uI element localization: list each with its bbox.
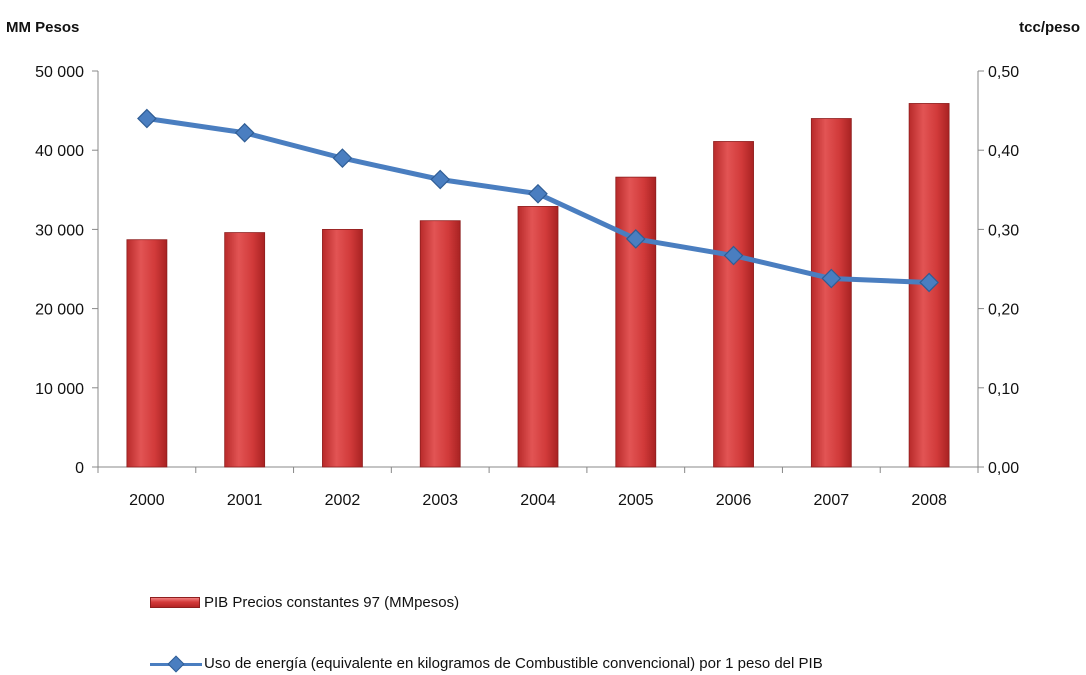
right-tick-label: 0,50	[988, 64, 1019, 81]
x-tick-label: 2002	[325, 492, 361, 509]
x-tick-label: 2005	[618, 492, 654, 509]
bar	[322, 228, 363, 468]
line-point	[234, 122, 255, 143]
left-axis-title: MM Pesos	[6, 19, 79, 36]
left-tick-label: 50 000	[35, 64, 84, 81]
bar	[713, 141, 754, 468]
bar	[810, 118, 852, 468]
x-tick-label: 2000	[129, 492, 165, 509]
left-tick-label: 10 000	[35, 381, 84, 398]
legend-line-swatch	[150, 655, 202, 672]
line-point	[625, 229, 646, 249]
line-point	[528, 183, 548, 204]
x-tick-label: 2008	[911, 492, 947, 509]
line-point	[723, 245, 744, 266]
line-point	[821, 268, 842, 289]
x-tick-label: 2004	[520, 492, 556, 509]
line-point	[430, 169, 451, 190]
line-point	[919, 272, 939, 293]
right-tick-label: 0,40	[988, 143, 1019, 160]
left-tick-label: 20 000	[35, 302, 84, 319]
x-tick-label: 2001	[227, 492, 263, 509]
right-tick-label: 0,30	[988, 222, 1019, 239]
line-point	[137, 108, 157, 129]
legend-line-label: Uso de energía (equivalente en kilogramo…	[204, 655, 823, 672]
right-tick-label: 0,10	[988, 381, 1019, 398]
legend-item-line: Uso de energía (equivalente en kilogramo…	[150, 655, 823, 672]
bar	[224, 232, 266, 468]
x-tick-label: 2007	[814, 492, 850, 509]
bar	[419, 220, 461, 468]
right-axis-title: tcc/peso	[1019, 19, 1080, 36]
bar	[517, 206, 559, 468]
right-tick-label: 0,00	[988, 460, 1019, 477]
plot-area: 0 10 000 20 000 30 000 40 000 50 000 0,00 0,10 0…	[35, 64, 1019, 509]
x-tick-label: 2003	[422, 492, 458, 509]
bar	[126, 239, 168, 468]
legend-item-bars: PIB Precios constantes 97 (MMpesos)	[150, 594, 459, 611]
left-tick-label: 0	[75, 460, 84, 477]
right-tick-label: 0,20	[988, 302, 1019, 319]
legend-bar-swatch	[150, 597, 200, 608]
legend-bar-label: PIB Precios constantes 97 (MMpesos)	[204, 594, 460, 611]
bar	[615, 176, 657, 468]
line-point	[332, 148, 353, 168]
left-tick-label: 40 000	[35, 143, 84, 160]
left-tick-label: 30 000	[35, 222, 84, 239]
x-tick-label: 2006	[716, 492, 752, 509]
